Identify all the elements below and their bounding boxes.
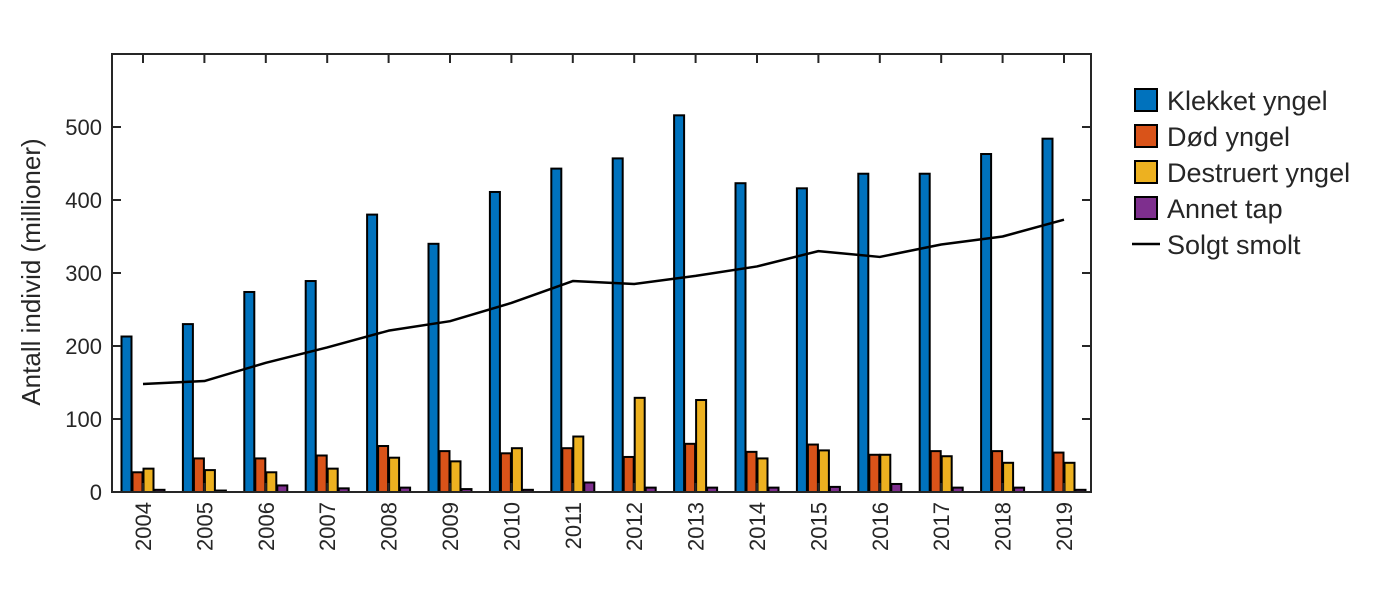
bar <box>142 467 155 494</box>
bar <box>734 182 747 494</box>
bar <box>817 449 830 494</box>
legend-label: Død yngel <box>1167 122 1290 152</box>
x-tick-label: 2015 <box>806 502 831 551</box>
bar <box>488 190 501 493</box>
x-tick-label: 2010 <box>499 502 524 551</box>
bar <box>550 167 563 494</box>
bar <box>1063 461 1076 493</box>
legend: Klekket yngel Død yngel Destruert yngel Ann… <box>1132 86 1350 260</box>
bar <box>890 482 903 494</box>
bar <box>991 450 1004 493</box>
bar <box>918 172 931 493</box>
bar <box>377 445 390 494</box>
bar <box>572 435 585 493</box>
legend-swatch <box>1134 160 1158 184</box>
y-axis: 0 100 200 300 400 500 <box>65 115 1091 505</box>
legend-swatch <box>1134 196 1158 220</box>
x-tick-label: 2013 <box>684 502 709 551</box>
x-tick-label: 2009 <box>438 502 463 551</box>
legend-label: Solgt smolt <box>1167 230 1301 260</box>
bar <box>510 447 523 494</box>
bar <box>756 457 769 494</box>
x-tick-label: 2008 <box>377 502 402 551</box>
bar <box>583 481 596 494</box>
series-0 <box>120 114 1054 494</box>
bar <box>1052 451 1065 493</box>
bar <box>315 454 328 493</box>
y-tick-label: 500 <box>65 115 102 140</box>
bar <box>868 453 881 493</box>
x-tick-label: 2014 <box>745 502 770 551</box>
bar <box>254 457 267 494</box>
series-2 <box>142 396 1076 494</box>
y-tick-label: 200 <box>65 334 102 359</box>
x-tick-label: 2011 <box>561 502 586 549</box>
bar <box>265 471 278 494</box>
x-tick-label: 2019 <box>1052 502 1077 551</box>
bar <box>795 187 808 493</box>
bar <box>622 455 635 493</box>
bar <box>438 450 451 493</box>
x-tick-label: 2017 <box>929 502 954 551</box>
legend-label: Destruert yngel <box>1167 158 1350 188</box>
bar <box>561 447 574 494</box>
bar <box>449 460 462 493</box>
legend-item: Solgt smolt <box>1132 230 1301 260</box>
bar <box>243 290 256 494</box>
bar <box>203 469 216 494</box>
legend-swatch <box>1134 88 1158 112</box>
series-line <box>142 218 1065 386</box>
bar <box>929 450 942 493</box>
y-tick-label: 300 <box>65 261 102 286</box>
bar <box>131 471 144 494</box>
y-axis-label: Antall individ (millioner) <box>16 138 46 405</box>
bar <box>388 456 401 494</box>
legend-label: Annet tap <box>1167 194 1283 224</box>
bar <box>857 172 870 493</box>
x-tick-label: 2012 <box>622 502 647 551</box>
plot-area <box>111 53 1092 494</box>
bar <box>1002 461 1015 493</box>
bar <box>745 450 758 494</box>
x-tick-label: 2005 <box>192 502 217 551</box>
bar <box>427 242 440 493</box>
legend-swatch <box>1134 124 1158 148</box>
legend-item: Annet tap <box>1134 194 1283 224</box>
bar <box>1041 137 1054 493</box>
bar <box>684 442 697 494</box>
bar <box>304 280 317 493</box>
bar <box>120 335 133 494</box>
bar <box>499 452 512 493</box>
bar <box>940 455 953 494</box>
bar <box>611 157 624 493</box>
y-tick-label: 400 <box>65 188 102 213</box>
x-tick-label: 2018 <box>991 502 1016 551</box>
bar <box>181 323 194 493</box>
bar <box>673 114 686 493</box>
bar <box>806 443 819 493</box>
legend-item: Klekket yngel <box>1134 86 1328 116</box>
x-tick-label: 2006 <box>254 502 279 551</box>
legend-label: Klekket yngel <box>1167 86 1328 116</box>
x-tick-label: 2007 <box>315 502 340 551</box>
bar <box>366 213 379 493</box>
bar <box>326 467 339 494</box>
legend-item: Destruert yngel <box>1134 158 1350 188</box>
bar <box>192 457 205 494</box>
y-tick-label: 0 <box>90 480 102 505</box>
bar <box>633 396 646 493</box>
legend-item: Død yngel <box>1134 122 1290 152</box>
bar <box>695 399 708 493</box>
x-tick-label: 2016 <box>868 502 893 551</box>
x-axis: 2004 2005 2006 2007 2008 2009 2010 2011 2012 2013… <box>131 54 1077 551</box>
plot-frame <box>111 53 1092 493</box>
y-tick-label: 100 <box>65 407 102 432</box>
bar <box>879 453 892 493</box>
x-tick-label: 2004 <box>131 502 156 551</box>
bar <box>980 153 993 493</box>
